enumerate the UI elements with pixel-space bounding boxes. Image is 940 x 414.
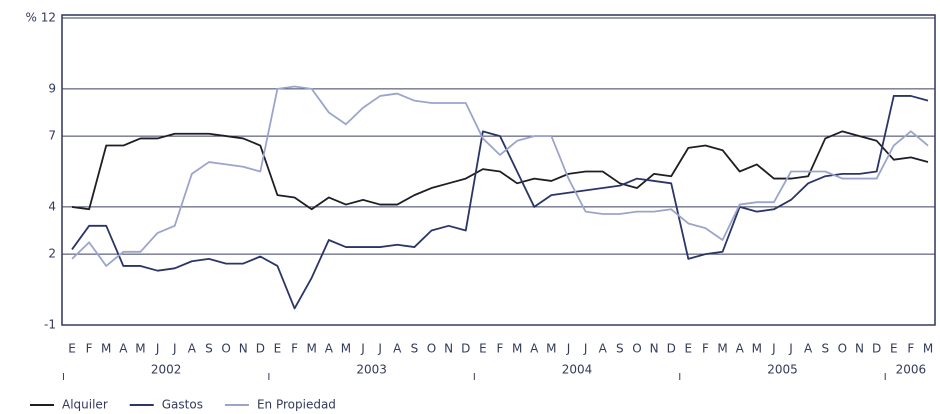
x-tick-label: D (872, 342, 881, 356)
x-tick-label: M (923, 342, 933, 356)
y-tick-label: 4 (48, 199, 56, 213)
x-tick-label: S (616, 342, 624, 356)
x-tick-label: M (752, 342, 762, 356)
x-tick-label: M (101, 342, 111, 356)
x-tick-label: J (771, 342, 776, 356)
x-tick-label: F (86, 342, 93, 356)
year-label: 2003 (356, 363, 387, 377)
x-tick-label: A (530, 342, 539, 356)
x-tick-label: A (736, 342, 745, 356)
y-tick-label: % 12 (26, 11, 57, 25)
x-tick-label: F (907, 342, 914, 356)
x-tick-label: A (325, 342, 334, 356)
legend-label: Gastos (162, 398, 203, 412)
y-tick-label: 7 (48, 129, 56, 143)
x-tick-label: E (68, 342, 76, 356)
x-tick-label: J (788, 342, 793, 356)
legend-label: En Propiedad (257, 398, 336, 412)
x-tick-label: D (256, 342, 265, 356)
x-tick-label: M (546, 342, 556, 356)
x-tick-label: E (890, 342, 898, 356)
y-tick-label: -1 (44, 318, 56, 332)
x-tick-label: A (599, 342, 608, 356)
x-tick-label: S (821, 342, 829, 356)
x-tick-label: S (205, 342, 213, 356)
year-label: 2006 (896, 363, 927, 377)
x-tick-label: O (838, 342, 847, 356)
x-tick-label: F (702, 342, 709, 356)
x-tick-label: F (497, 342, 504, 356)
x-tick-label: O (632, 342, 641, 356)
series-line (71, 130, 929, 211)
year-label: 2002 (151, 363, 182, 377)
plot-frame (61, 14, 936, 326)
x-tick-label: J (155, 342, 160, 356)
x-tick-label: M (135, 342, 145, 356)
y-tick-label: 2 (48, 247, 56, 261)
year-label: 2004 (562, 363, 593, 377)
x-tick-label: A (119, 342, 128, 356)
y-tick-label: 9 (48, 81, 56, 95)
x-tick-label: E (479, 342, 487, 356)
x-tick-label: J (172, 342, 177, 356)
x-tick-label: J (583, 342, 588, 356)
x-tick-label: N (239, 342, 248, 356)
x-tick-label: F (291, 342, 298, 356)
legend-label: Alquiler (62, 398, 108, 412)
x-tick-label: S (411, 342, 419, 356)
series-line (71, 95, 929, 310)
x-tick-label: O (221, 342, 230, 356)
x-tick-label: M (717, 342, 727, 356)
x-tick-label: E (685, 342, 693, 356)
x-tick-label: N (855, 342, 864, 356)
x-tick-label: D (461, 342, 470, 356)
x-tick-label: A (393, 342, 402, 356)
x-tick-label: N (650, 342, 659, 356)
x-tick-label: M (341, 342, 351, 356)
x-tick-label: J (377, 342, 382, 356)
x-tick-label: A (804, 342, 813, 356)
x-tick-label: O (427, 342, 436, 356)
x-tick-label: M (512, 342, 522, 356)
x-tick-label: N (444, 342, 453, 356)
x-tick-label: D (667, 342, 676, 356)
x-tick-label: J (566, 342, 571, 356)
x-tick-label: M (307, 342, 317, 356)
series-line (71, 85, 929, 267)
x-tick-label: A (188, 342, 197, 356)
x-tick-label: E (274, 342, 282, 356)
x-tick-label: J (360, 342, 365, 356)
year-label: 2005 (767, 363, 798, 377)
